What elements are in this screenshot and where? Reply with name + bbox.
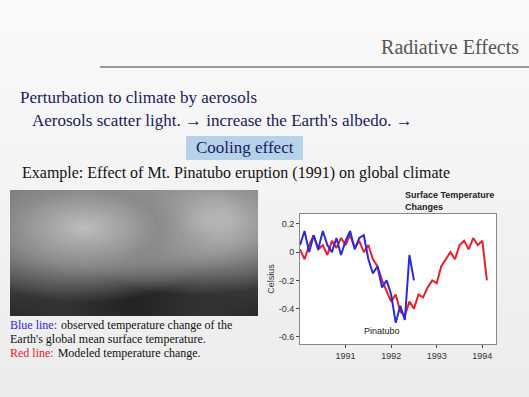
svg-text:-0.4: -0.4 xyxy=(279,304,295,314)
svg-text:Surface TemperatureChanges: Surface TemperatureChanges xyxy=(405,190,494,212)
html-text:Red line: Modeled temperature: Red line: Modeled temperature change. xyxy=(10,346,201,360)
html-text:Radiative Effects: Radiative Effects xyxy=(381,36,519,58)
svg-text:1993: 1993 xyxy=(427,351,447,361)
html-text:Aerosols scatter light. → incr: Aerosols scatter light. → increase the E… xyxy=(32,111,413,130)
html-text:Example: Effect of Mt. Pinatub: Example: Effect of Mt. Pinatubo eruption… xyxy=(22,164,450,181)
svg-text:-0.6: -0.6 xyxy=(279,332,295,342)
html-text:Blue line: observed temperatur: Blue line: observed temperature change o… xyxy=(10,318,233,346)
svg-text:1992: 1992 xyxy=(381,351,401,361)
html-text:Perturbation to climate by aer: Perturbation to climate by aerosols xyxy=(20,88,257,107)
svg-text:1991: 1991 xyxy=(336,351,356,361)
html-text:Cooling effect: Cooling effect xyxy=(196,138,294,157)
svg-text:-0.2: -0.2 xyxy=(279,276,295,286)
svg-text:Celsius: Celsius xyxy=(266,264,276,294)
svg-text:0.2: 0.2 xyxy=(282,219,295,229)
svg-text:Pinatubo: Pinatubo xyxy=(364,326,400,336)
svg-text:0: 0 xyxy=(289,247,294,257)
svg-text:1994: 1994 xyxy=(472,351,492,361)
